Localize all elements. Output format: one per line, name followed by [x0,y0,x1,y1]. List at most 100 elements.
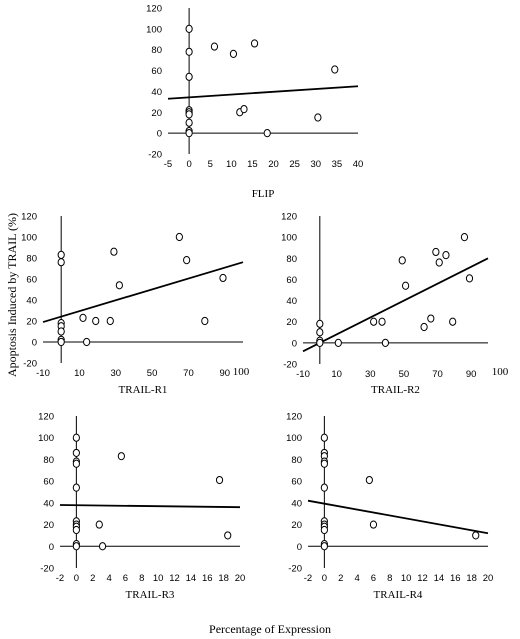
data-point [369,520,378,529]
data-point [229,49,238,58]
data-point [365,475,373,485]
data-point [72,525,80,535]
y-tick-label: -20 [40,564,54,575]
y-tick-label: 40 [26,296,37,307]
x-tick-label: 4 [106,573,111,584]
x-tick-label: 6 [371,573,376,584]
data-point [320,433,328,442]
y-tick-label: 120 [281,212,297,223]
data-point [316,319,324,328]
x-tick-label: 10 [74,368,85,379]
data-point [320,542,328,551]
y-tick-label: 40 [286,296,297,307]
x-tick-label: 20 [235,573,246,584]
panel-flip: -20 0 20 40 60 80 100 120 -5 0 5 10 15 20 25 30 35 40 FLIP [146,4,363,201]
data-point [263,129,271,138]
regression-line [302,257,489,353]
data-point [449,317,457,326]
x-tick-label: -10 [36,368,50,379]
regression-line [42,261,244,323]
data-point [98,542,107,551]
data-point [320,459,328,468]
panel-title: TRAIL-R3 [126,589,175,601]
data-point [72,433,80,442]
x-tick-label: 15 [247,159,258,170]
y-tick-label: 80 [26,254,37,265]
y-tick-label: 80 [286,254,297,265]
data-point [316,338,324,347]
y-tick-label: 40 [291,498,302,509]
data-point [175,232,183,242]
x-tick-label: 18 [466,573,477,584]
regression-line [307,499,489,535]
y-tick-label: 0 [49,542,54,553]
x-tick-label: 8 [139,573,144,584]
data-point [420,322,428,332]
x-tick-label-extra: 100 [492,366,509,378]
y-tick-label: 80 [43,455,54,466]
y-tick-label: 20 [286,317,297,328]
x-tick-label: 2 [338,573,343,584]
x-tick-label: 10 [401,573,412,584]
x-tick-label: 4 [354,573,359,584]
data-point [219,273,227,283]
x-tick-label: 12 [169,573,180,584]
data-point [72,448,80,458]
x-tick-label: 6 [123,573,128,584]
data-point [115,281,123,290]
data-point [57,258,65,267]
data-point [201,316,209,326]
y-tick-label: 80 [291,455,302,466]
x-tick-label: 0 [74,573,79,584]
y-tick-label: 120 [146,4,162,15]
data-point [57,327,65,336]
data-point [334,338,342,347]
data-point [316,328,324,337]
x-tick-label: 90 [220,368,231,379]
data-point [432,247,440,257]
y-tick-label: 0 [297,542,302,553]
data-point [185,110,193,119]
data-point [110,247,118,256]
x-tick-label: 50 [147,368,158,379]
data-point [117,452,125,461]
data-point [185,72,193,81]
x-tick-label: 2 [90,573,95,584]
data-point [240,105,248,114]
figure-ylabel: Apoptosis Induced by TRAIL (%) [5,213,19,377]
y-tick-label: 20 [26,317,37,328]
x-tick-label: 10 [153,573,164,584]
y-tick-label: 60 [291,477,302,488]
y-tick-label: 0 [292,338,297,349]
x-tick-label: -2 [56,573,64,584]
regression-line [167,85,359,100]
x-tick-label: 20 [268,159,279,170]
y-tick-label: 80 [151,45,162,56]
y-tick-label: 100 [286,433,302,444]
data-point [83,337,91,347]
data-point [95,520,103,529]
data-point [106,316,114,326]
panel-trail-r2: -20 0 20 40 60 80 100 120 -10 10 30 50 70 90 100 TRAIL-… [281,212,509,397]
x-tick-label: 14 [434,573,445,584]
y-tick-label: 40 [151,87,162,98]
data-point [370,317,378,326]
data-point [250,39,259,48]
y-tick-label: -20 [23,359,37,370]
x-tick-label: 12 [417,573,428,584]
data-point [210,42,219,51]
x-tick-label: 18 [218,573,229,584]
x-tick-label: 30 [110,368,121,379]
data-point [314,113,322,122]
y-tick-label: 40 [43,498,54,509]
x-tick-label: 10 [226,159,237,170]
figure-xlabel: Percentage of Expression [209,622,331,636]
x-tick-label: 40 [353,159,364,170]
data-point [72,483,80,492]
data-point [185,24,193,33]
panel-title: FLIP [252,188,275,200]
y-tick-label: 60 [26,275,37,286]
panel-title: TRAIL-R1 [119,384,168,396]
data-point [460,233,469,242]
